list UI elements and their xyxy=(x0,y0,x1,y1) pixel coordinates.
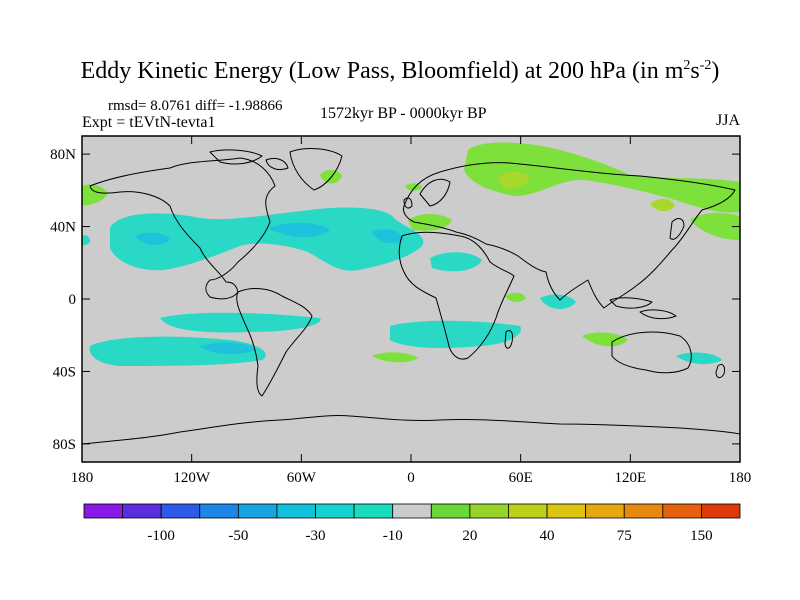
colorbar-swatch xyxy=(392,503,432,519)
y-tick-label: 80S xyxy=(53,437,76,453)
coastline-arctic-islands xyxy=(209,149,289,171)
y-axis-ticks: 80N 40N 0 40S 80S xyxy=(50,147,740,453)
colorbar-swatch xyxy=(276,503,316,519)
colorbar-label: 40 xyxy=(540,528,555,544)
colorbar-swatch xyxy=(469,503,509,519)
experiment-label: Expt = tEVtN-tevta1 xyxy=(82,114,216,131)
colorbar-swatch xyxy=(546,503,587,519)
colorbar-swatch xyxy=(508,503,548,519)
coastline-new-zealand xyxy=(715,363,725,379)
coastline-eurasia xyxy=(403,162,736,309)
x-tick-label: 180 xyxy=(71,470,94,486)
negative-region-westedge xyxy=(82,235,90,246)
stats-label: rmsd= 8.0761 diff= -1.98866 xyxy=(108,98,283,114)
y-tick-label: 40N xyxy=(50,220,76,236)
x-tick-label: 60W xyxy=(287,470,317,486)
negative-core-atlantic xyxy=(268,222,330,238)
coastline-scandinavia xyxy=(419,178,451,207)
coastline-north-america xyxy=(89,157,276,300)
colorbar-label: 150 xyxy=(690,528,713,544)
coastline-japan xyxy=(669,218,685,240)
coastline-australia xyxy=(611,331,692,374)
x-tick-label: 0 xyxy=(407,470,415,486)
colorbar-label: -30 xyxy=(306,528,326,544)
colorbar-swatch xyxy=(430,503,471,519)
negative-region-tropical-pacific xyxy=(160,312,321,333)
negative-region-nafrica xyxy=(430,252,482,272)
colorbar-swatch xyxy=(623,503,664,519)
positive-region-satlantic xyxy=(372,352,418,363)
plot-title: Eddy Kinetic Energy (Low Pass, Bloomfiel… xyxy=(80,58,720,84)
negative-core-europe xyxy=(372,229,404,244)
x-tick-label: 120W xyxy=(173,470,211,486)
negative-region-arabia xyxy=(540,294,576,310)
y-tick-label: 0 xyxy=(69,292,77,308)
colorbar-swatch xyxy=(662,503,702,519)
positive-region-india xyxy=(505,292,526,302)
coastline-south-america xyxy=(236,288,313,397)
period-label: 1572kyr BP - 0000kyr BP xyxy=(320,105,487,122)
coastlines xyxy=(82,148,740,445)
colorbar-label: -10 xyxy=(383,528,403,544)
colorbar-swatch xyxy=(353,503,394,519)
positive-core-eurasia xyxy=(498,171,530,189)
x-tick-label: 180 xyxy=(729,470,752,486)
negative-region-sindian-east xyxy=(676,352,722,365)
colorbar-swatch xyxy=(701,503,741,519)
positive-core-pacific xyxy=(650,198,675,212)
colorbar-swatch xyxy=(315,503,355,519)
coastline-africa xyxy=(398,231,515,360)
colorbar-swatch xyxy=(160,503,201,519)
x-axis-ticks: 180 120W 60W 0 60E 120E 180 xyxy=(71,136,752,486)
negative-region-npacific xyxy=(110,207,424,271)
anomaly-shading xyxy=(82,142,740,366)
positive-region-mediterranean xyxy=(408,214,452,231)
y-tick-label: 40S xyxy=(53,364,76,380)
colorbar-swatch xyxy=(585,503,625,519)
negative-core-spacific xyxy=(200,342,256,355)
y-tick-label: 80N xyxy=(50,147,76,163)
negative-core-pacific xyxy=(135,232,170,245)
coastline-madagascar xyxy=(504,329,513,349)
colorbar-label: 75 xyxy=(617,528,632,544)
x-tick-label: 60E xyxy=(509,470,533,486)
colorbar-swatch xyxy=(237,503,278,519)
positive-region-sindian xyxy=(582,332,628,347)
coastline-greenland xyxy=(289,148,343,191)
positive-region-eurasia xyxy=(464,142,740,213)
colorbar-label: -100 xyxy=(147,528,175,544)
positive-region-westedge xyxy=(82,184,108,206)
season-label: JJA xyxy=(716,112,741,129)
x-tick-label: 120E xyxy=(614,470,646,486)
colorbar-swatch xyxy=(122,503,162,519)
colorbar-label: -50 xyxy=(228,528,248,544)
coastline-uk xyxy=(403,197,413,209)
positive-region-natlantic xyxy=(320,169,342,184)
colorbar: -100 -50 -30 -10 20 40 75 150 xyxy=(83,503,741,544)
colorbar-swatch xyxy=(199,503,239,519)
positive-region-npacific xyxy=(690,212,740,240)
coastline-antarctica xyxy=(82,414,740,445)
colorbar-swatch xyxy=(83,503,123,519)
colorbar-label: 20 xyxy=(462,528,477,544)
coastline-indonesia xyxy=(609,297,677,320)
negative-region-satlantic-indian xyxy=(390,320,521,348)
